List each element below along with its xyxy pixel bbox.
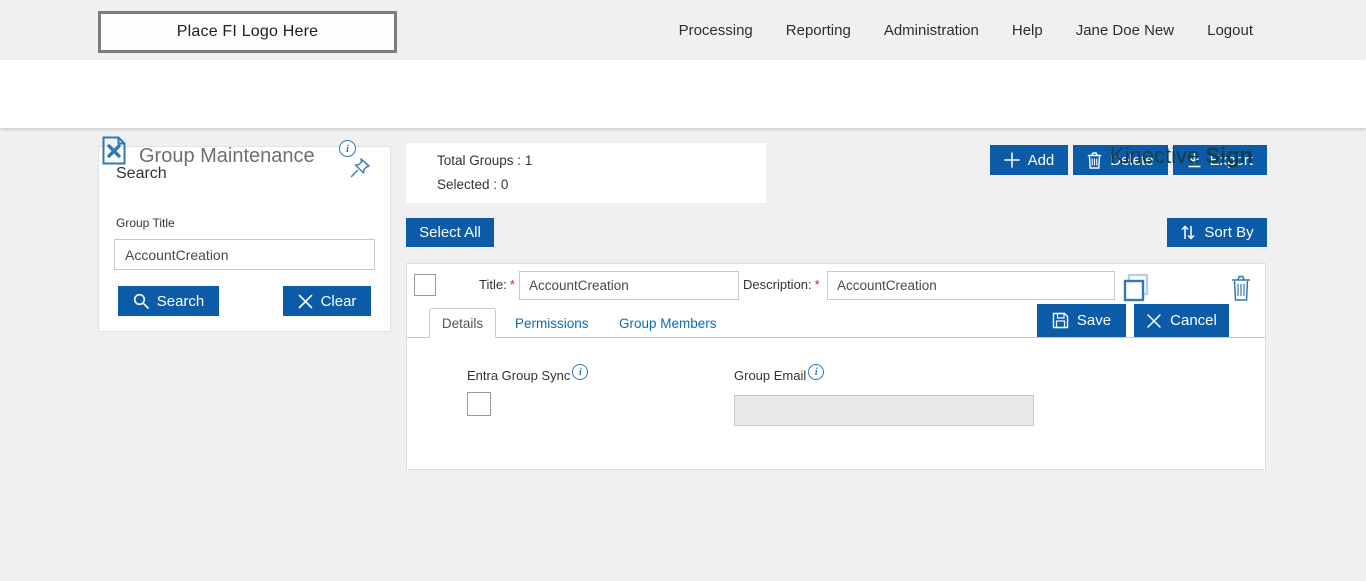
sort-arrows-icon — [1181, 225, 1195, 240]
select-all-button[interactable]: Select All — [406, 218, 494, 247]
tab-details[interactable]: Details — [429, 308, 496, 338]
clear-button[interactable]: Clear — [283, 286, 371, 316]
search-panel-title: Search — [116, 165, 167, 182]
entra-group-sync-label: Entra Group Sync i — [467, 364, 589, 383]
description-field-label: Description: * — [743, 277, 820, 292]
total-groups-stat: Total Groups : 1 — [437, 153, 533, 168]
plus-icon — [1003, 152, 1020, 168]
delete-button[interactable]: Delete — [1073, 145, 1168, 175]
brand-logo: Kinective Sign — [1110, 143, 1253, 169]
save-disk-icon — [1052, 312, 1069, 329]
entra-group-sync-checkbox[interactable] — [467, 392, 491, 416]
group-email-info-icon[interactable]: i — [808, 364, 825, 380]
download-icon — [1188, 153, 1201, 168]
nav-help[interactable]: Help — [1011, 21, 1043, 39]
group-actions: Add Delete Export — [989, 145, 1267, 175]
tab-permissions[interactable]: Permissions — [515, 315, 589, 331]
x-icon — [298, 294, 312, 308]
copy-icon[interactable] — [1122, 273, 1150, 303]
save-button-label: Save — [1076, 312, 1112, 329]
tab-divider — [407, 337, 1265, 338]
nav-reporting[interactable]: Reporting — [785, 21, 851, 39]
cancel-button[interactable]: Cancel — [1134, 304, 1229, 337]
export-button[interactable]: Export — [1172, 145, 1267, 175]
nav-user-name[interactable]: Jane Doe New — [1075, 21, 1175, 39]
sort-by-label: Sort By — [1204, 224, 1254, 241]
nav-processing[interactable]: Processing — [678, 21, 753, 39]
brand-name: Kinective — [1109, 143, 1200, 168]
x-icon — [1147, 313, 1161, 328]
nav-administration[interactable]: Administration — [883, 21, 979, 39]
clear-button-label: Clear — [320, 292, 357, 310]
trash-icon[interactable] — [1231, 275, 1251, 301]
group-email-label: Group Email i — [734, 364, 825, 383]
entra-info-icon[interactable]: i — [572, 364, 589, 380]
save-button[interactable]: Save — [1037, 304, 1126, 337]
sort-by-button[interactable]: Sort By — [1167, 218, 1267, 247]
group-email-input — [734, 395, 1034, 426]
title-input[interactable] — [519, 271, 739, 300]
group-stats-box: Total Groups : 1 Selected : 0 — [406, 143, 766, 203]
trash-icon — [1088, 151, 1102, 169]
search-panel: Search Group Title Search Clear — [98, 146, 391, 332]
group-row-checkbox[interactable] — [414, 274, 436, 296]
required-asterisk: * — [814, 277, 820, 292]
delete-button-label: Delete — [1110, 151, 1154, 169]
add-button-label: Add — [1027, 151, 1055, 169]
add-button[interactable]: Add — [989, 145, 1069, 175]
top-navigation: Processing Reporting Administration Help… — [679, 0, 1253, 60]
description-input[interactable] — [827, 271, 1115, 300]
fi-logo-placeholder: Place FI Logo Here — [98, 11, 397, 53]
title-field-label: Title: * — [479, 277, 515, 292]
required-asterisk: * — [509, 277, 515, 292]
selected-stat: Selected : 0 — [437, 177, 509, 192]
total-groups-count: 1 — [524, 153, 533, 168]
select-all-label: Select All — [419, 224, 481, 241]
group-title-label: Group Title — [116, 216, 175, 230]
pin-icon[interactable] — [348, 156, 372, 180]
group-title-input[interactable] — [114, 239, 375, 270]
tab-group-members[interactable]: Group Members — [619, 315, 717, 331]
cancel-button-label: Cancel — [1170, 312, 1217, 329]
top-bar: Place FI Logo Here Processing Reporting … — [0, 0, 1366, 60]
page-header-band: Group Maintenance i Kinective Sign — [0, 60, 1366, 168]
document-x-icon — [102, 136, 126, 165]
export-button-label: Export — [1209, 151, 1253, 169]
nav-logout[interactable]: Logout — [1207, 21, 1253, 39]
page-title: Group Maintenance — [139, 145, 315, 167]
page-title-info-icon[interactable]: i — [339, 140, 356, 157]
search-button-label: Search — [156, 292, 205, 310]
group-row-card: Title:* Description:* Details Permission… — [406, 263, 1266, 470]
search-button[interactable]: Search — [118, 286, 219, 316]
search-icon — [133, 293, 149, 309]
brand-product: Sign — [1205, 143, 1253, 168]
selected-count: 0 — [500, 177, 509, 192]
